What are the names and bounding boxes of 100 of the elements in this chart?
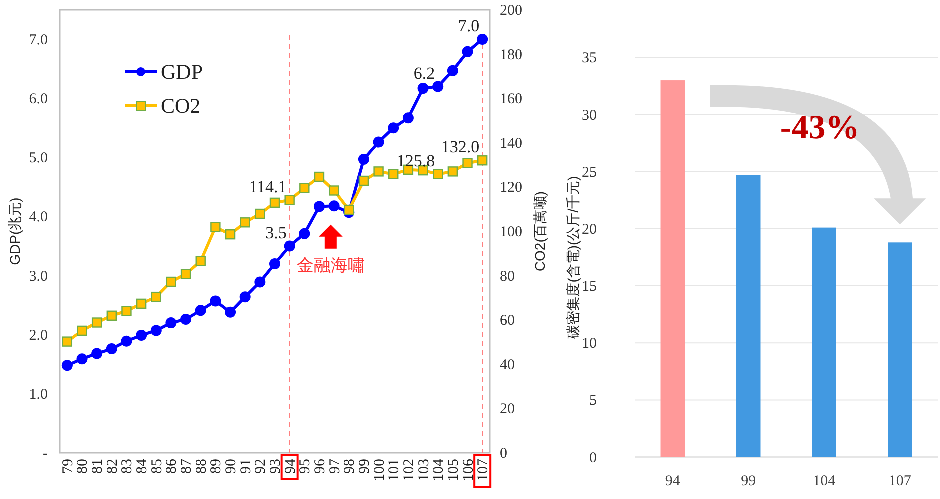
point	[477, 156, 488, 166]
point	[180, 269, 192, 280]
point	[76, 354, 88, 365]
point	[210, 222, 221, 232]
y-tick-label: 5	[590, 393, 597, 410]
y-tick-label: 7.0	[29, 32, 48, 49]
bar	[736, 175, 761, 458]
point	[136, 330, 148, 341]
x-tick-label: 97	[327, 458, 344, 474]
x-tick-label: 107	[888, 473, 912, 490]
y-tick-label: 1.0	[29, 386, 48, 403]
point	[106, 310, 117, 321]
x-tick-label: 80	[75, 459, 92, 474]
y-tick-label: 10	[582, 336, 597, 352]
point	[300, 183, 310, 194]
point	[62, 336, 73, 347]
y-tick-label: 15	[582, 279, 597, 296]
data-label: 3.5	[266, 223, 287, 242]
y-tick-label: 20	[582, 222, 597, 238]
x-tick-label: 95	[298, 459, 314, 474]
point	[358, 176, 370, 186]
point	[121, 336, 132, 347]
y-tick-label: 35	[582, 50, 597, 67]
annotation: -43%	[780, 110, 860, 147]
x-tick-label: 103	[416, 459, 432, 482]
x-tick-label: 99	[356, 459, 373, 474]
point	[77, 326, 88, 336]
point	[255, 208, 266, 220]
x-tick-label: 105	[446, 459, 462, 482]
point	[433, 169, 444, 180]
point	[432, 81, 444, 92]
x-tick-label: 86	[164, 458, 180, 474]
x-tick-label: 106	[460, 458, 477, 482]
y2-tick-label: 0	[500, 446, 508, 462]
x-tick-label: 87	[179, 458, 196, 474]
point	[329, 186, 340, 196]
bar	[812, 228, 836, 458]
point	[448, 166, 458, 177]
annotation: 金融海嘯	[296, 256, 365, 275]
x-tick-label: 82	[104, 459, 121, 474]
point	[299, 228, 310, 240]
y-tick-label: 5.0	[29, 150, 48, 167]
x-tick-label: 81	[90, 459, 106, 474]
x-tick-label: 92	[253, 459, 270, 474]
y-tick-label: 30	[582, 108, 597, 124]
y2-tick-label: 120	[500, 180, 522, 196]
x-tick-label: 91	[238, 459, 254, 474]
y2-tick-label: 180	[500, 47, 522, 64]
data-label: 6.2	[414, 64, 436, 83]
bar	[660, 80, 685, 458]
point	[284, 240, 296, 252]
x-tick-label: 84	[134, 458, 151, 474]
x-tick-label: 93	[268, 459, 284, 474]
point	[180, 314, 192, 326]
point	[92, 348, 103, 360]
y-tick-label: 6.0	[29, 92, 48, 108]
legend-label: GDP	[161, 60, 204, 84]
point	[270, 258, 280, 270]
y2-tick-label: 80	[500, 268, 515, 285]
x-tick-label: 89	[208, 459, 225, 474]
point	[447, 65, 458, 76]
point	[136, 298, 147, 310]
data-label: 132.0	[441, 138, 480, 157]
y2-tick-label: 60	[500, 313, 515, 330]
y2-tick-label: 200	[500, 3, 522, 19]
y2-axis-title: CO2(百萬噸)	[532, 191, 548, 272]
point	[284, 195, 295, 206]
y-tick-label: 2.0	[29, 328, 48, 344]
x-tick-label: 90	[224, 459, 240, 474]
x-tick-label: 104	[813, 473, 836, 490]
y-tick-label: 4.0	[29, 210, 48, 226]
x-tick-label: 104	[431, 458, 448, 482]
point	[254, 276, 266, 288]
point	[402, 112, 414, 124]
point	[388, 122, 400, 134]
point	[418, 83, 429, 94]
point	[270, 198, 280, 208]
x-tick-label: 100	[372, 459, 388, 482]
x-tick-label: 101	[386, 459, 403, 482]
point	[166, 276, 176, 288]
bar	[888, 242, 912, 458]
x-tick-label: 94	[665, 473, 681, 490]
x-tick-label: 85	[149, 459, 166, 474]
y-axis-title: GDP(兆元)	[7, 198, 23, 266]
point	[462, 46, 474, 58]
point	[225, 306, 236, 318]
y2-tick-label: 40	[500, 357, 515, 374]
x-tick-label: 88	[194, 459, 210, 474]
y2-tick-label: 160	[500, 92, 522, 108]
point	[106, 344, 118, 355]
y-tick-label: -	[43, 446, 48, 462]
y2-tick-label: 100	[500, 224, 522, 240]
point	[195, 305, 206, 316]
point	[462, 158, 473, 168]
y2-tick-label: 140	[500, 136, 522, 152]
point	[151, 292, 162, 302]
data-label: 7.0	[458, 16, 480, 36]
data-label: 125.8	[396, 151, 436, 170]
legend-label: CO2	[161, 94, 201, 118]
x-tick-label: 102	[401, 459, 418, 482]
